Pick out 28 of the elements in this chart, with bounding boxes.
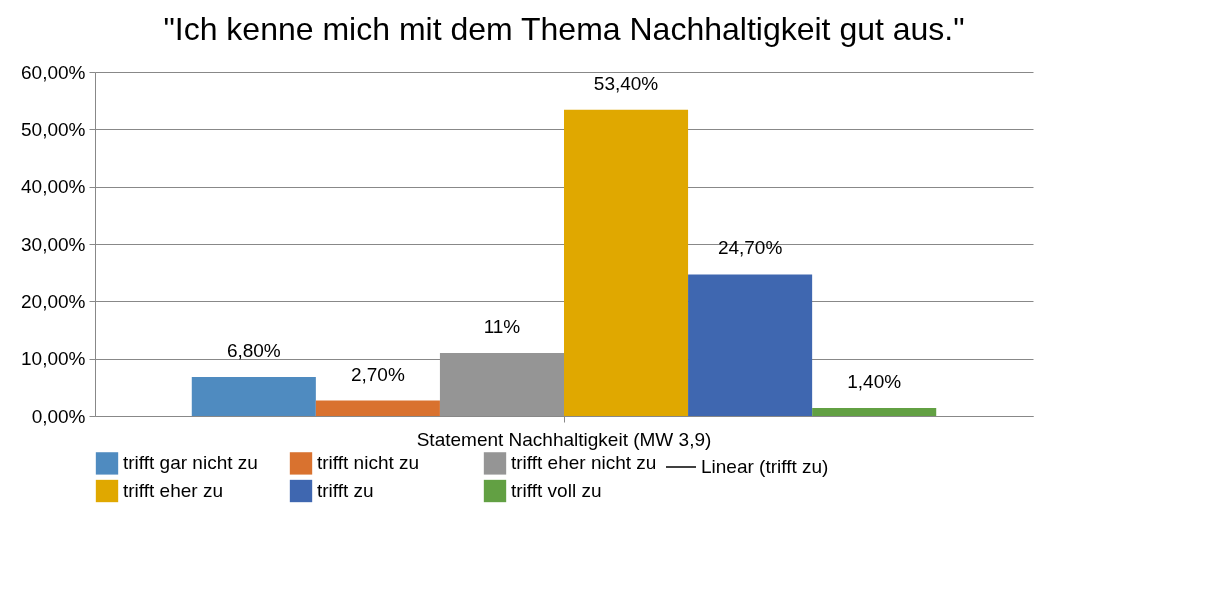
y-tick-label: 40,00% [21,176,86,198]
legend-label: trifft voll zu [511,480,602,501]
x-tick-label: Statement Nachhaltigkeit (MW 3,9) [416,428,712,450]
y-tick-label: 30,00% [21,233,86,255]
y-tick-label: 20,00% [21,290,86,312]
legend-label: trifft eher zu [123,480,223,501]
legend-label: trifft eher nicht zu [511,452,657,474]
legend-label: trifft zu [317,480,374,501]
data-label: 1,40% [847,370,902,392]
data-label: 6,80% [226,340,281,362]
chart-title: "Ich kenne mich mit dem Thema Nachhaltigkeit gut aus." [163,11,965,47]
legend-label: Linear (trifft zu) [701,456,829,477]
bar [315,400,440,416]
bar [191,377,316,416]
bar [564,109,689,416]
y-tick-label: 0,00% [31,405,86,427]
data-label: 11% [483,315,521,337]
data-label: 53,40% [593,72,659,94]
data-label: 24,70% [717,237,783,259]
legend-label: trifft nicht zu [317,452,420,474]
y-tick-label: 50,00% [21,118,86,140]
legend-label: trifft gar nicht zu [123,452,258,474]
bar [812,407,937,416]
bar [439,352,564,416]
data-label: 2,70% [350,363,405,385]
y-tick-label: 10,00% [21,348,86,370]
y-tick-label: 60,00% [21,61,86,83]
bar [688,274,813,416]
